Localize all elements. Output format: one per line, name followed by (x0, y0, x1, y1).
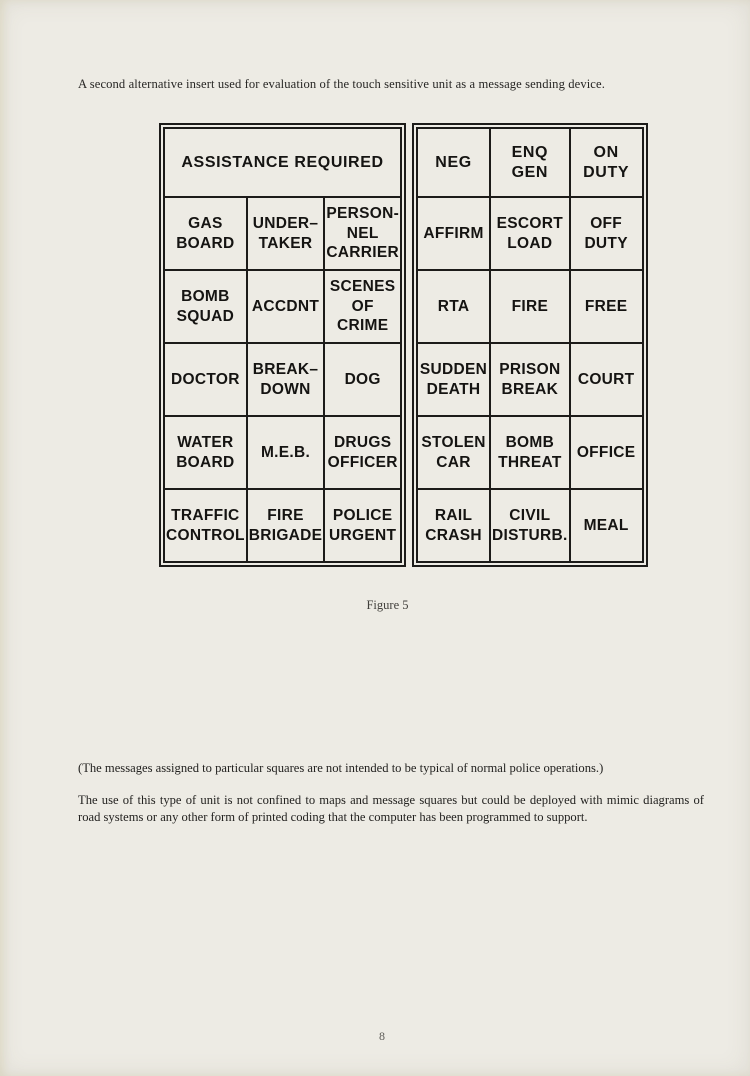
assistance-required-header: ASSISTANCE REQUIRED (162, 127, 403, 198)
page-number: 8 (379, 1029, 385, 1043)
message-square: CIVIL DISTURB. (489, 488, 571, 563)
figure-caption: Figure 5 (366, 598, 409, 612)
message-square: POLICE URGENT (323, 488, 403, 563)
message-square: COURT (568, 342, 644, 417)
message-square: FIRE BRIGADE (245, 488, 326, 563)
table-row: DOCTOR BREAK– DOWN DOG (163, 342, 403, 417)
message-square: OFFICE (568, 415, 644, 490)
message-square: AFFIRM (416, 196, 492, 271)
message-square: FREE (568, 269, 644, 344)
message-square: UNDER– TAKER (245, 196, 326, 271)
message-square: PERSON- NEL CARRIER (323, 196, 403, 271)
table-row: RTA FIRE FREE (416, 269, 644, 344)
assistance-table: ASSISTANCE REQUIRED GAS BOARD UNDER– TAK… (159, 123, 407, 567)
message-square: BOMB SQUAD (163, 269, 248, 344)
table-row: GAS BOARD UNDER– TAKER PERSON- NEL CARRI… (163, 196, 403, 271)
message-square: ENQ GEN (489, 127, 571, 198)
table-row: NEG ENQ GEN ON DUTY (416, 127, 644, 198)
message-square: WATER BOARD (163, 415, 248, 490)
status-table-grid: NEG ENQ GEN ON DUTY AFFIRM ESCORT LOAD O… (416, 127, 644, 563)
message-square: DOCTOR (163, 342, 248, 417)
message-square: NEG (416, 127, 492, 198)
message-square: TRAFFIC CONTROL (163, 488, 248, 563)
table-row: STOLEN CAR BOMB THREAT OFFICE (416, 415, 644, 490)
message-square: SCENES OF CRIME (323, 269, 403, 344)
message-square: STOLEN CAR (416, 415, 492, 490)
intro-text: A second alternative insert used for eva… (78, 76, 605, 91)
message-square: RTA (416, 269, 492, 344)
message-square: PRISON BREAK (489, 342, 571, 417)
message-square: FIRE (489, 269, 571, 344)
message-square: GAS BOARD (163, 196, 248, 271)
message-square: ESCORT LOAD (489, 196, 571, 271)
table-row: SUDDEN DEATH PRISON BREAK COURT (416, 342, 644, 417)
table-row: BOMB SQUAD ACCDNT SCENES OF CRIME (163, 269, 403, 344)
note-text: (The messages assigned to particular squ… (78, 760, 604, 775)
table-row: TRAFFIC CONTROL FIRE BRIGADE POLICE URGE… (163, 488, 403, 563)
assistance-table-grid: ASSISTANCE REQUIRED GAS BOARD UNDER– TAK… (162, 127, 403, 563)
body-paragraph: The use of this type of unit is not conf… (78, 792, 704, 824)
table-row: ASSISTANCE REQUIRED (162, 127, 403, 198)
message-square: DRUGS OFFICER (323, 415, 403, 490)
table-row: WATER BOARD M.E.B. DRUGS OFFICER (163, 415, 403, 490)
message-square: DOG (323, 342, 403, 417)
message-square: M.E.B. (245, 415, 326, 490)
table-row: AFFIRM ESCORT LOAD OFF DUTY (416, 196, 644, 271)
message-square: BREAK– DOWN (245, 342, 326, 417)
table-row: RAIL CRASH CIVIL DISTURB. MEAL (416, 488, 644, 563)
message-square: BOMB THREAT (489, 415, 571, 490)
message-square: OFF DUTY (568, 196, 644, 271)
figure-5-tables: ASSISTANCE REQUIRED GAS BOARD UNDER– TAK… (159, 123, 648, 567)
message-square: RAIL CRASH (416, 488, 492, 563)
message-square: MEAL (568, 488, 644, 563)
message-square: SUDDEN DEATH (416, 342, 492, 417)
status-table: NEG ENQ GEN ON DUTY AFFIRM ESCORT LOAD O… (412, 123, 648, 567)
message-square: ON DUTY (568, 127, 644, 198)
message-square: ACCDNT (245, 269, 326, 344)
